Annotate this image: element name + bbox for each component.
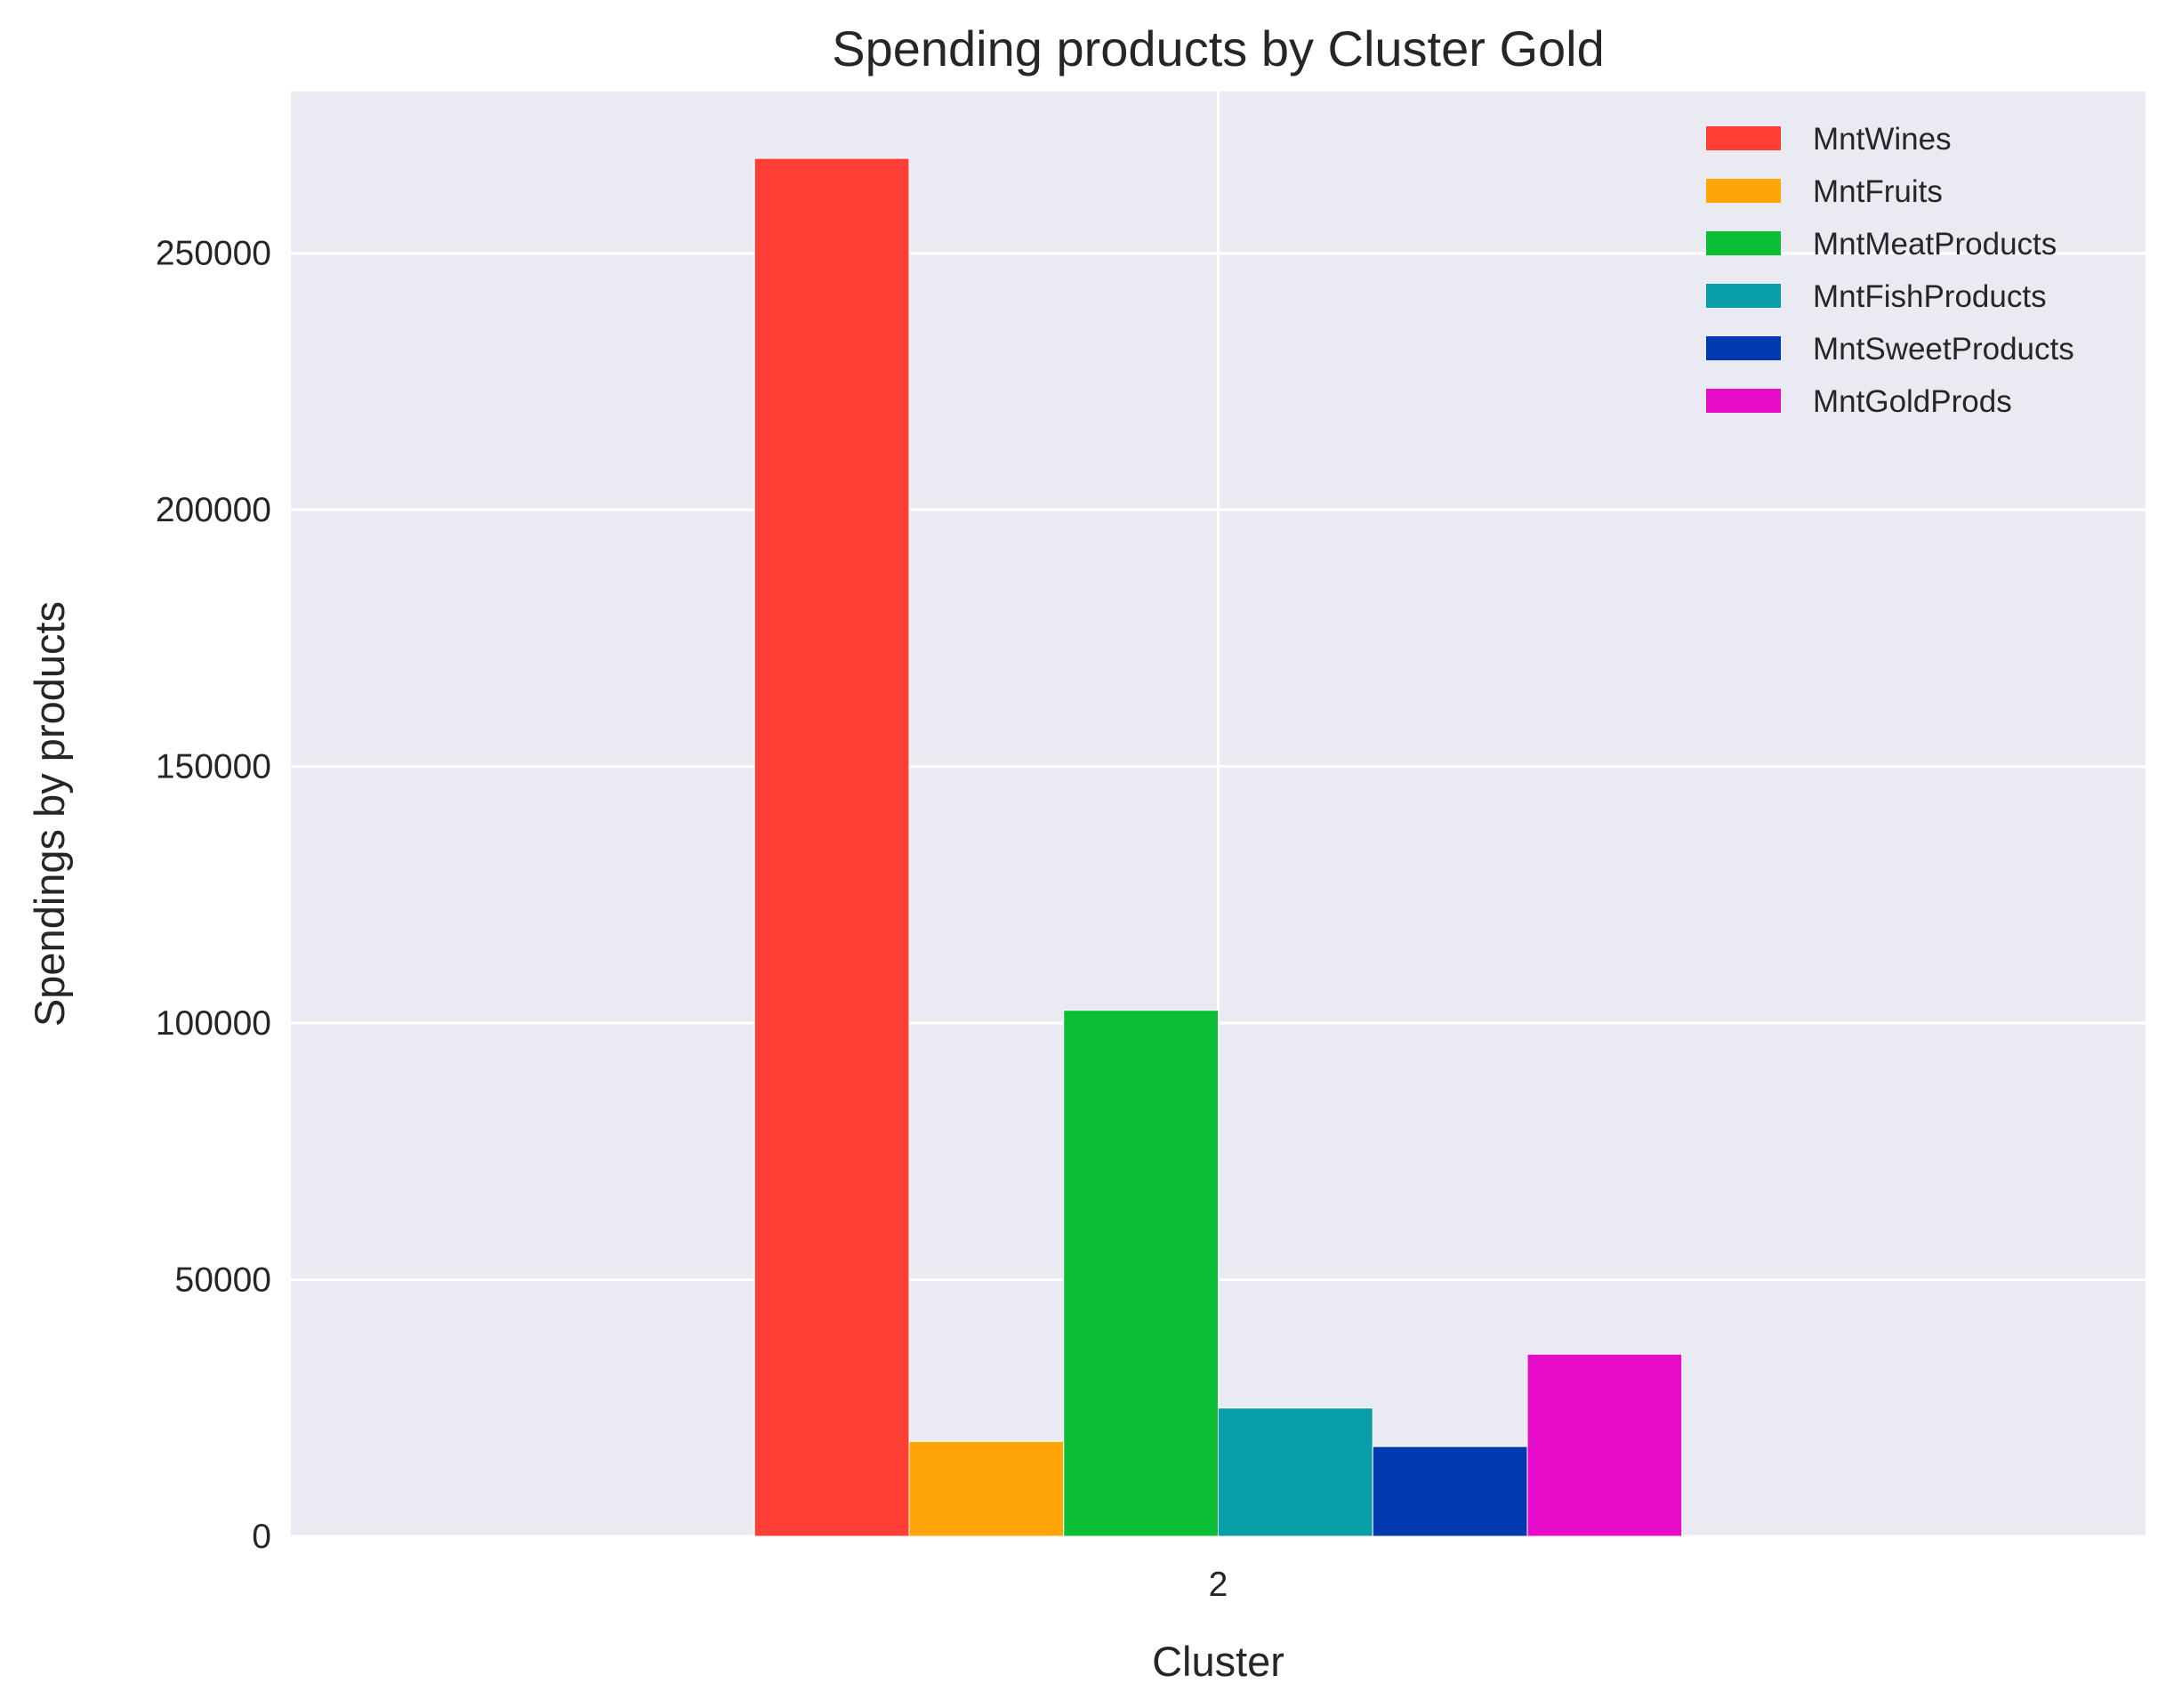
x-axis-ticks: 2 [1209, 1566, 1228, 1604]
legend-label: MntMeatProducts [1813, 227, 2057, 262]
legend-label: MntGoldProds [1813, 384, 2012, 419]
legend-swatch-MntWines [1706, 126, 1781, 150]
y-axis-title: Spendings by products [26, 601, 73, 1027]
legend-swatch-MntMeatProducts [1706, 231, 1781, 255]
y-tick-label: 0 [252, 1518, 271, 1556]
y-axis-ticks: 0 50000 100000 150000 200000 250000 [156, 235, 271, 1556]
legend-label: MntSweetProducts [1813, 332, 2074, 367]
bar-MntFruits [908, 1440, 1065, 1537]
legend-swatch-MntGoldProds [1706, 389, 1781, 413]
legend-swatch-MntSweetProducts [1706, 336, 1781, 360]
legend-label: MntFruits [1813, 174, 1943, 209]
bar-MntWines [753, 157, 910, 1537]
bar-MntFishProducts [1218, 1407, 1373, 1537]
legend-label: MntWines [1813, 122, 1952, 157]
legend-label: MntFishProducts [1813, 279, 2047, 314]
y-tick-label: 200000 [156, 491, 271, 529]
y-tick-label: 150000 [156, 748, 271, 786]
legend-swatch-MntFruits [1706, 179, 1781, 203]
bar-MntMeatProducts [1063, 1010, 1219, 1537]
y-tick-label: 50000 [175, 1261, 271, 1300]
bar-MntSweetProducts [1372, 1446, 1528, 1537]
bar-MntGoldProds [1526, 1353, 1683, 1537]
x-tick-label: 2 [1209, 1566, 1228, 1604]
legend-swatch-MntFishProducts [1706, 284, 1781, 308]
legend: MntWines MntFruits MntMeatProducts MntFishP… [1706, 122, 2074, 419]
chart-title: Spending products by Cluster Gold [832, 20, 1605, 77]
bars [753, 157, 1683, 1537]
y-tick-label: 100000 [156, 1004, 271, 1043]
y-tick-label: 250000 [156, 235, 271, 273]
x-axis-title: Cluster [1152, 1638, 1284, 1685]
